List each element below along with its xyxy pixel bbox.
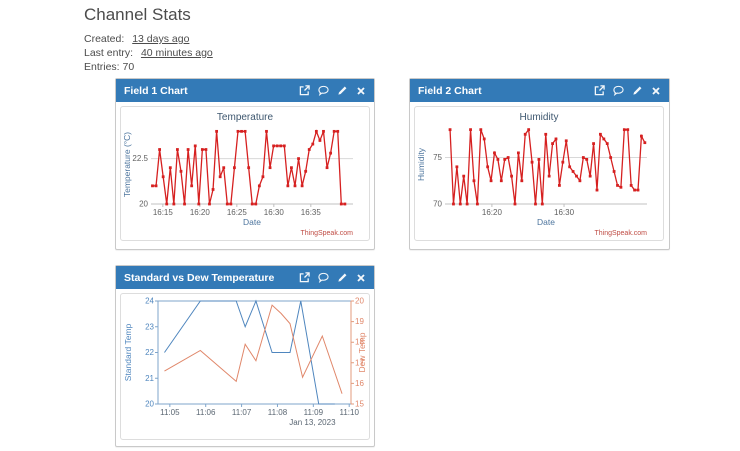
y-axis-title: Temperature (°C) xyxy=(122,132,132,197)
edit-icon[interactable] xyxy=(632,85,643,96)
left-tick-label: 23 xyxy=(145,322,154,331)
y-tick-label: 22.5 xyxy=(132,154,148,163)
created-label: Created: xyxy=(84,33,125,45)
series-line-right xyxy=(164,304,343,394)
edit-icon[interactable] xyxy=(337,85,348,96)
standard-vs-dew-chart: 20 21 22 23 24 15 16 17 18 19 20 11:05 11:06 11:07 11:… xyxy=(120,293,370,440)
external-link-icon[interactable] xyxy=(299,272,310,283)
x-tick-label: 11:10 xyxy=(339,408,359,417)
x-tick-label: 16:35 xyxy=(301,208,322,217)
x-tick-label: 16:30 xyxy=(554,208,575,217)
entries-line: Entries: 70 xyxy=(84,61,135,73)
right-axis-title: Dew Temp xyxy=(357,332,367,372)
right-tick-label: 17 xyxy=(355,358,364,367)
x-tick-label: 11:09 xyxy=(304,408,324,417)
last-entry-line: Last entry: 40 minutes ago xyxy=(84,46,213,60)
right-tick-label: 16 xyxy=(355,379,364,388)
thingspeak-credit: ThingSpeak.com xyxy=(300,230,353,237)
channel-stats-header: Channel Stats Created: 13 days ago Last … xyxy=(84,0,213,74)
external-link-icon[interactable] xyxy=(594,85,605,96)
right-tick-label: 19 xyxy=(355,317,364,326)
page-title: Channel Stats xyxy=(84,5,191,24)
y-tick-label: 20 xyxy=(139,200,148,209)
panel-field1-chart: Field 1 Chart 16:15 16:20 16:25 16:30 16:35 2… xyxy=(115,78,375,250)
x-tick-label: 11:07 xyxy=(232,408,252,417)
series-line-left xyxy=(164,299,335,405)
created-line: Created: 13 days ago xyxy=(84,32,213,46)
left-tick-label: 20 xyxy=(145,400,154,409)
x-tick-label: 11:08 xyxy=(268,408,288,417)
panel-standard-vs-dew: Standard vs Dew Temperature 20 21 22 23 24 15… xyxy=(115,265,375,447)
x-axis-title: Date xyxy=(243,217,261,227)
x-tick-label: 16:25 xyxy=(227,208,248,217)
last-entry-value-link[interactable]: 40 minutes ago xyxy=(140,47,213,59)
edit-icon[interactable] xyxy=(337,272,348,283)
x-tick-label: 16:20 xyxy=(482,208,503,217)
left-axis-title: Standard Temp xyxy=(123,323,133,381)
chart-title: Humidity xyxy=(520,112,559,123)
chart-svg: 20 21 22 23 24 15 16 17 18 19 20 11:05 11:06 11:07 11:… xyxy=(123,297,367,428)
right-tick-label: 20 xyxy=(355,297,364,306)
panel-header: Standard vs Dew Temperature xyxy=(116,266,374,289)
panel-title: Field 1 Chart xyxy=(124,84,188,97)
x-tick-label: 16:30 xyxy=(264,208,285,217)
y-tick-label: 75 xyxy=(433,153,442,162)
last-entry-label: Last entry: xyxy=(84,47,134,59)
series-line xyxy=(449,127,646,205)
panel-title: Standard vs Dew Temperature xyxy=(124,271,275,284)
date-label: Jan 13, 2023 xyxy=(289,418,336,427)
close-icon[interactable] xyxy=(356,86,366,96)
panel-body: 20 21 22 23 24 15 16 17 18 19 20 11:05 11:06 11:07 11:… xyxy=(116,289,374,444)
panel-title: Field 2 Chart xyxy=(418,84,482,97)
x-axis-title: Date xyxy=(537,217,555,227)
right-tick-label: 18 xyxy=(355,338,364,347)
comment-icon[interactable] xyxy=(318,85,329,96)
right-tick-label: 15 xyxy=(355,400,364,409)
x-tick-label: 16:20 xyxy=(190,208,211,217)
x-tick-label: 16:15 xyxy=(153,208,174,217)
panel-header: Field 2 Chart xyxy=(410,79,669,102)
left-tick-label: 24 xyxy=(145,297,154,306)
comment-icon[interactable] xyxy=(318,272,329,283)
thingspeak-credit: ThingSpeak.com xyxy=(594,230,647,237)
chart-svg: 16:20 16:30 70 75 Humidity Date Humidity ThingS… xyxy=(416,112,647,237)
chart-svg: 16:15 16:20 16:25 16:30 16:352022.5Temperatu… xyxy=(122,112,353,237)
y-axis-title: Humidity xyxy=(416,147,426,181)
external-link-icon[interactable] xyxy=(299,85,310,96)
created-value-link[interactable]: 13 days ago xyxy=(132,33,190,45)
comment-icon[interactable] xyxy=(613,85,624,96)
x-tick-label: 11:05 xyxy=(160,408,180,417)
left-tick-label: 22 xyxy=(145,348,154,357)
left-tick-label: 21 xyxy=(145,374,154,383)
panel-body: 16:20 16:30 70 75 Humidity Date Humidity ThingS… xyxy=(410,102,669,245)
y-tick-label: 70 xyxy=(433,200,442,209)
panel-field2-chart: Field 2 Chart 16:20 16:30 70 75 Humidity Date… xyxy=(409,78,670,250)
chart-title: Temperature xyxy=(217,112,274,123)
close-icon[interactable] xyxy=(651,86,661,96)
panel-body: 16:15 16:20 16:25 16:30 16:35 20 22.5 Temperatu… xyxy=(116,102,374,245)
panel-header: Field 1 Chart xyxy=(116,79,374,102)
temperature-chart: 16:15 16:20 16:25 16:30 16:35 20 22.5 Temperatu… xyxy=(120,106,370,241)
humidity-chart: 16:20 16:30 70 75 Humidity Date Humidity ThingS… xyxy=(414,106,664,241)
x-tick-label: 11:06 xyxy=(196,408,216,417)
close-icon[interactable] xyxy=(356,273,366,283)
